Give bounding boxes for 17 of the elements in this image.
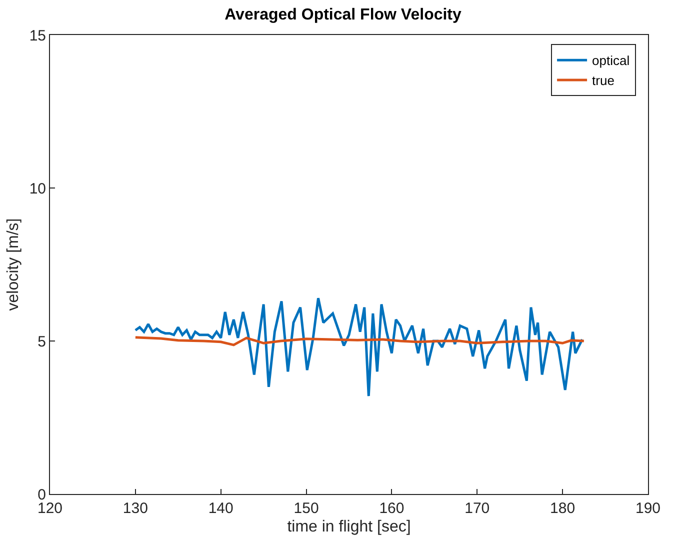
line-series: [134, 296, 584, 398]
chart-title: Averaged Optical Flow Velocity: [224, 6, 462, 24]
legend-label: optical: [592, 53, 630, 68]
x-tick-label: 180: [550, 500, 576, 517]
x-axis-title: time in flight [sec]: [287, 518, 411, 536]
line-series: [134, 336, 586, 346]
y-tick-label: 15: [29, 27, 46, 44]
x-tick-label: 190: [635, 500, 661, 517]
x-tick-label: 130: [122, 500, 148, 517]
x-tick-label: 170: [464, 500, 490, 517]
y-tick-label: 10: [29, 180, 46, 198]
x-tick-label: 150: [294, 500, 319, 517]
legend-label: true: [592, 73, 614, 88]
x-tick-label: 140: [208, 500, 234, 517]
y-axis-title: velocity [m/s]: [5, 218, 22, 311]
y-tick-label: 5: [38, 333, 46, 350]
x-tick-label: 160: [379, 500, 404, 517]
